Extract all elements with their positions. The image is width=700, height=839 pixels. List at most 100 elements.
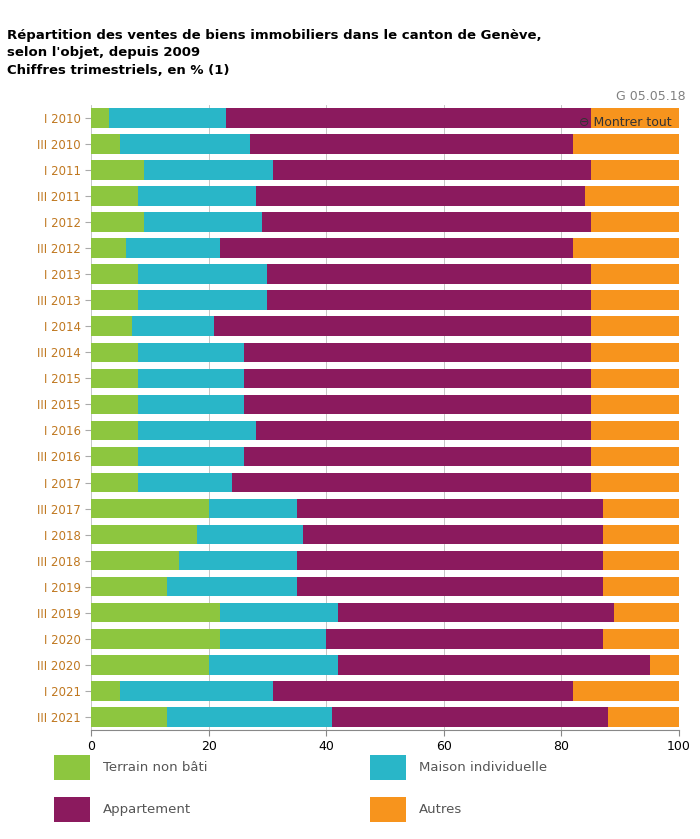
Bar (370, 755, 406, 780)
Bar (332, 707, 608, 727)
Bar (120, 134, 250, 154)
Bar (220, 629, 326, 649)
Bar (603, 629, 679, 649)
Bar (591, 316, 679, 336)
Bar (244, 446, 591, 466)
Bar (138, 394, 244, 414)
Text: Appartement: Appartement (104, 803, 191, 816)
Bar (54, 797, 90, 822)
Bar (91, 394, 138, 414)
Bar (591, 108, 679, 128)
Bar (167, 577, 297, 597)
Bar (91, 655, 209, 675)
Bar (91, 472, 138, 492)
Bar (214, 316, 591, 336)
Bar (91, 342, 138, 362)
Bar (573, 681, 679, 701)
Bar (138, 420, 256, 440)
Bar (167, 707, 332, 727)
Bar (585, 186, 679, 206)
Bar (650, 655, 679, 675)
Bar (91, 525, 197, 545)
Bar (91, 368, 138, 388)
Bar (54, 755, 90, 780)
Bar (91, 108, 108, 128)
Bar (120, 681, 273, 701)
Bar (338, 603, 615, 623)
Bar (197, 525, 302, 545)
Text: G 05.05.18: G 05.05.18 (617, 90, 686, 102)
Bar (209, 655, 338, 675)
Bar (91, 186, 138, 206)
Bar (273, 681, 573, 701)
Bar (138, 342, 244, 362)
Bar (91, 707, 167, 727)
Bar (244, 342, 591, 362)
Bar (591, 472, 679, 492)
Bar (302, 525, 603, 545)
Bar (179, 551, 297, 571)
Bar (256, 420, 591, 440)
Bar (132, 316, 214, 336)
Bar (603, 577, 679, 597)
Bar (126, 238, 220, 258)
Bar (108, 108, 226, 128)
Bar (297, 577, 603, 597)
Bar (591, 212, 679, 232)
Bar (232, 472, 591, 492)
Bar (226, 108, 591, 128)
Text: Chiffres trimestriels, en % (1): Chiffres trimestriels, en % (1) (7, 64, 230, 76)
Bar (91, 160, 144, 180)
Bar (273, 160, 591, 180)
Bar (608, 707, 679, 727)
Bar (262, 212, 591, 232)
Bar (573, 238, 679, 258)
Bar (591, 446, 679, 466)
Bar (591, 160, 679, 180)
Bar (91, 499, 209, 519)
Bar (267, 264, 591, 284)
Text: Maison individuelle: Maison individuelle (419, 761, 547, 774)
Bar (138, 368, 244, 388)
Bar (591, 368, 679, 388)
Bar (91, 316, 132, 336)
Bar (573, 134, 679, 154)
Bar (138, 472, 232, 492)
Bar (591, 264, 679, 284)
Bar (91, 134, 120, 154)
Bar (91, 629, 220, 649)
Bar (603, 499, 679, 519)
Bar (244, 368, 591, 388)
Bar (91, 238, 126, 258)
Bar (326, 629, 603, 649)
Bar (603, 525, 679, 545)
Text: Autres: Autres (419, 803, 462, 816)
Bar (338, 655, 650, 675)
Bar (91, 420, 138, 440)
Text: ⊖ Montrer tout: ⊖ Montrer tout (579, 116, 672, 128)
Bar (591, 394, 679, 414)
Bar (370, 797, 406, 822)
Bar (591, 342, 679, 362)
Bar (297, 551, 603, 571)
Bar (591, 420, 679, 440)
Bar (244, 394, 591, 414)
Bar (209, 499, 297, 519)
Bar (91, 290, 138, 310)
Bar (138, 290, 267, 310)
Bar (91, 446, 138, 466)
Bar (256, 186, 585, 206)
Bar (91, 212, 144, 232)
Bar (144, 212, 262, 232)
Bar (138, 186, 256, 206)
Bar (220, 238, 573, 258)
Bar (138, 446, 244, 466)
Bar (220, 603, 338, 623)
Text: selon l'objet, depuis 2009: selon l'objet, depuis 2009 (7, 46, 200, 59)
Bar (91, 551, 179, 571)
Bar (91, 264, 138, 284)
Bar (250, 134, 573, 154)
Bar (144, 160, 273, 180)
Bar (91, 603, 220, 623)
Bar (591, 290, 679, 310)
